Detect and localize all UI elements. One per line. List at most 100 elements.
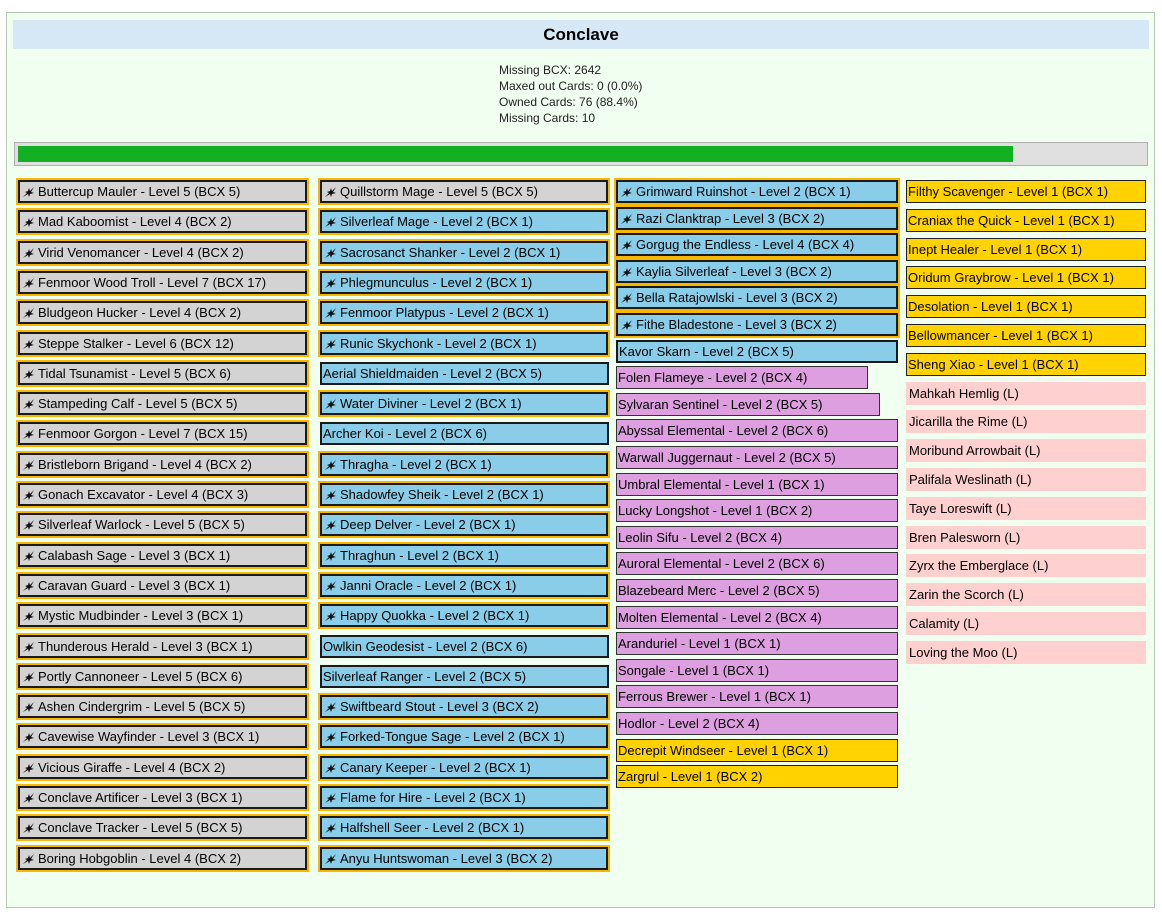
card-label: Decrepit Windseer - Level 1 (BCX 1) [618, 743, 829, 758]
card-item[interactable]: Fenmoor Gorgon - Level 7 (BCX 15) [18, 422, 307, 445]
card-item[interactable]: Oridum Graybrow - Level 1 (BCX 1) [906, 266, 1146, 289]
card-item[interactable]: Cavewise Wayfinder - Level 3 (BCX 1) [18, 725, 307, 748]
card-item[interactable]: Portly Cannoneer - Level 5 (BCX 6) [18, 665, 307, 688]
card-item[interactable]: Virid Venomancer - Level 4 (BCX 2) [18, 241, 307, 264]
card-item[interactable]: Zarin the Scorch (L) [906, 583, 1146, 606]
card-item[interactable]: Songale - Level 1 (BCX 1) [616, 659, 898, 682]
card-item[interactable]: Silverleaf Warlock - Level 5 (BCX 5) [18, 513, 307, 536]
card-item[interactable]: Happy Quokka - Level 2 (BCX 1) [320, 604, 608, 627]
card-item[interactable]: Shadowfey Sheik - Level 2 (BCX 1) [320, 483, 608, 506]
card-label: Umbral Elemental - Level 1 (BCX 1) [618, 477, 825, 492]
card-item[interactable]: Canary Keeper - Level 2 (BCX 1) [320, 756, 608, 779]
card-item[interactable]: Bludgeon Hucker - Level 4 (BCX 2) [18, 301, 307, 324]
card-item[interactable]: Swiftbeard Stout - Level 3 (BCX 2) [320, 695, 608, 718]
card-item[interactable]: Conclave Tracker - Level 5 (BCX 5) [18, 816, 307, 839]
card-item[interactable]: Bren Palesworn (L) [906, 526, 1146, 549]
card-item[interactable]: Bellowmancer - Level 1 (BCX 1) [906, 324, 1146, 347]
card-item[interactable]: Forked-Tongue Sage - Level 2 (BCX 1) [320, 725, 608, 748]
card-item[interactable]: Molten Elemental - Level 2 (BCX 4) [616, 606, 898, 629]
card-item[interactable]: Thraghun - Level 2 (BCX 1) [320, 544, 608, 567]
card-item[interactable]: Zargrul - Level 1 (BCX 2) [616, 765, 898, 788]
card-item[interactable]: Silverleaf Ranger - Level 2 (BCX 5) [320, 665, 609, 688]
card-item[interactable]: Tidal Tsunamist - Level 5 (BCX 6) [18, 362, 307, 385]
card-item[interactable]: Halfshell Seer - Level 2 (BCX 1) [320, 816, 608, 839]
card-item[interactable]: Auroral Elemental - Level 2 (BCX 6) [616, 552, 898, 575]
card-item[interactable]: Ashen Cindergrim - Level 5 (BCX 5) [18, 695, 307, 718]
card-item[interactable]: Grimward Ruinshot - Level 2 (BCX 1) [616, 180, 898, 203]
card-item[interactable]: Thunderous Herald - Level 3 (BCX 1) [18, 635, 307, 658]
card-item[interactable]: Mystic Mudbinder - Level 3 (BCX 1) [18, 604, 307, 627]
card-item[interactable]: Warwall Juggernaut - Level 2 (BCX 5) [616, 446, 898, 469]
card-label: Bella Ratajowlski - Level 3 (BCX 2) [636, 290, 838, 305]
card-item[interactable]: Craniax the Quick - Level 1 (BCX 1) [906, 209, 1146, 232]
card-item[interactable]: Buttercup Mauler - Level 5 (BCX 5) [18, 180, 307, 203]
card-item[interactable]: Mad Kaboomist - Level 4 (BCX 2) [18, 210, 307, 233]
stat-maxed-cards: Maxed out Cards: 0 (0.0%) [499, 79, 643, 93]
card-item[interactable]: Silverleaf Mage - Level 2 (BCX 1) [320, 210, 608, 233]
card-item[interactable]: Folen Flameye - Level 2 (BCX 4) [616, 366, 868, 389]
card-item[interactable]: Janni Oracle - Level 2 (BCX 1) [320, 574, 608, 597]
card-label: Tidal Tsunamist - Level 5 (BCX 6) [38, 366, 231, 381]
card-item[interactable]: Fenmoor Wood Troll - Level 7 (BCX 17) [18, 271, 307, 294]
card-item[interactable]: Ferrous Brewer - Level 1 (BCX 1) [616, 685, 898, 708]
card-item[interactable]: Fithe Bladestone - Level 3 (BCX 2) [616, 313, 898, 336]
gladiator-icon [325, 520, 336, 530]
card-item[interactable]: Umbral Elemental - Level 1 (BCX 1) [616, 473, 898, 496]
card-item[interactable]: Kavor Skarn - Level 2 (BCX 5) [616, 340, 898, 363]
card-item[interactable]: Jicarilla the Rime (L) [906, 410, 1146, 433]
card-item[interactable]: Bella Ratajowlski - Level 3 (BCX 2) [616, 286, 898, 309]
card-item[interactable]: Sheng Xiao - Level 1 (BCX 1) [906, 353, 1146, 376]
card-item[interactable]: Desolation - Level 1 (BCX 1) [906, 295, 1146, 318]
card-item[interactable]: Lucky Longshot - Level 1 (BCX 2) [616, 499, 898, 522]
card-item[interactable]: Caravan Guard - Level 3 (BCX 1) [18, 574, 307, 597]
card-item[interactable]: Deep Delver - Level 2 (BCX 1) [320, 513, 608, 536]
card-item[interactable]: Filthy Scavenger - Level 1 (BCX 1) [906, 180, 1146, 203]
card-item[interactable]: Calabash Sage - Level 3 (BCX 1) [18, 544, 307, 567]
card-item[interactable]: Taye Loreswift (L) [906, 497, 1146, 520]
card-item[interactable]: Archer Koi - Level 2 (BCX 6) [320, 422, 609, 445]
card-item[interactable]: Sacrosanct Shanker - Level 2 (BCX 1) [320, 241, 608, 264]
card-item[interactable]: Palifala Weslinath (L) [906, 468, 1146, 491]
card-item[interactable]: Fenmoor Platypus - Level 2 (BCX 1) [320, 301, 608, 324]
gladiator-icon [23, 581, 34, 591]
card-item[interactable]: Abyssal Elemental - Level 2 (BCX 6) [616, 419, 898, 442]
card-item[interactable]: Mahkah Hemlig (L) [906, 382, 1146, 405]
card-item[interactable]: Gorgug the Endless - Level 4 (BCX 4) [616, 233, 898, 256]
card-item[interactable]: Anyu Huntswoman - Level 3 (BCX 2) [320, 847, 608, 870]
card-item[interactable]: Phlegmunculus - Level 2 (BCX 1) [320, 271, 608, 294]
card-item[interactable]: Moribund Arrowbait (L) [906, 439, 1146, 462]
card-item[interactable]: Flame for Hire - Level 2 (BCX 1) [320, 786, 608, 809]
card-item[interactable]: Blazebeard Merc - Level 2 (BCX 5) [616, 579, 898, 602]
card-item[interactable]: Water Diviner - Level 2 (BCX 1) [320, 392, 608, 415]
card-item[interactable]: Hodlor - Level 2 (BCX 4) [616, 712, 898, 735]
card-item[interactable]: Calamity (L) [906, 612, 1146, 635]
card-item[interactable]: Sylvaran Sentinel - Level 2 (BCX 5) [616, 393, 880, 416]
card-item[interactable]: Steppe Stalker - Level 6 (BCX 12) [18, 332, 307, 355]
card-label: Jicarilla the Rime (L) [909, 414, 1028, 429]
card-item[interactable]: Inept Healer - Level 1 (BCX 1) [906, 238, 1146, 261]
card-item[interactable]: Stampeding Calf - Level 5 (BCX 5) [18, 392, 307, 415]
card-label: Aerial Shieldmaiden - Level 2 (BCX 5) [323, 366, 542, 381]
card-item[interactable]: Quillstorm Mage - Level 5 (BCX 5) [320, 180, 608, 203]
card-label: Silverleaf Ranger - Level 2 (BCX 5) [323, 669, 527, 684]
card-item[interactable]: Bristleborn Brigand - Level 4 (BCX 2) [18, 453, 307, 476]
card-item[interactable]: Leolin Sifu - Level 2 (BCX 4) [616, 526, 898, 549]
card-item[interactable]: Loving the Moo (L) [906, 641, 1146, 664]
card-item[interactable]: Runic Skychonk - Level 2 (BCX 1) [320, 332, 608, 355]
card-item[interactable]: Conclave Artificer - Level 3 (BCX 1) [18, 786, 307, 809]
card-item[interactable]: Boring Hobgoblin - Level 4 (BCX 2) [18, 847, 307, 870]
card-item[interactable]: Decrepit Windseer - Level 1 (BCX 1) [616, 739, 898, 762]
card-item[interactable]: Kaylia Silverleaf - Level 3 (BCX 2) [616, 260, 898, 283]
card-item[interactable]: Gonach Excavator - Level 4 (BCX 3) [18, 483, 307, 506]
gladiator-icon [621, 293, 632, 303]
card-item[interactable]: Owlkin Geodesist - Level 2 (BCX 6) [320, 635, 609, 658]
card-item[interactable]: Vicious Giraffe - Level 4 (BCX 2) [18, 756, 307, 779]
card-label: Bludgeon Hucker - Level 4 (BCX 2) [38, 305, 242, 320]
card-item[interactable]: Aerial Shieldmaiden - Level 2 (BCX 5) [320, 362, 609, 385]
gladiator-icon [23, 429, 34, 439]
card-item[interactable]: Aranduriel - Level 1 (BCX 1) [616, 632, 898, 655]
card-label: Thunderous Herald - Level 3 (BCX 1) [38, 639, 253, 654]
card-item[interactable]: Zyrx the Emberglace (L) [906, 554, 1146, 577]
card-item[interactable]: Razi Clanktrap - Level 3 (BCX 2) [616, 207, 898, 230]
card-item[interactable]: Thragha - Level 2 (BCX 1) [320, 453, 608, 476]
